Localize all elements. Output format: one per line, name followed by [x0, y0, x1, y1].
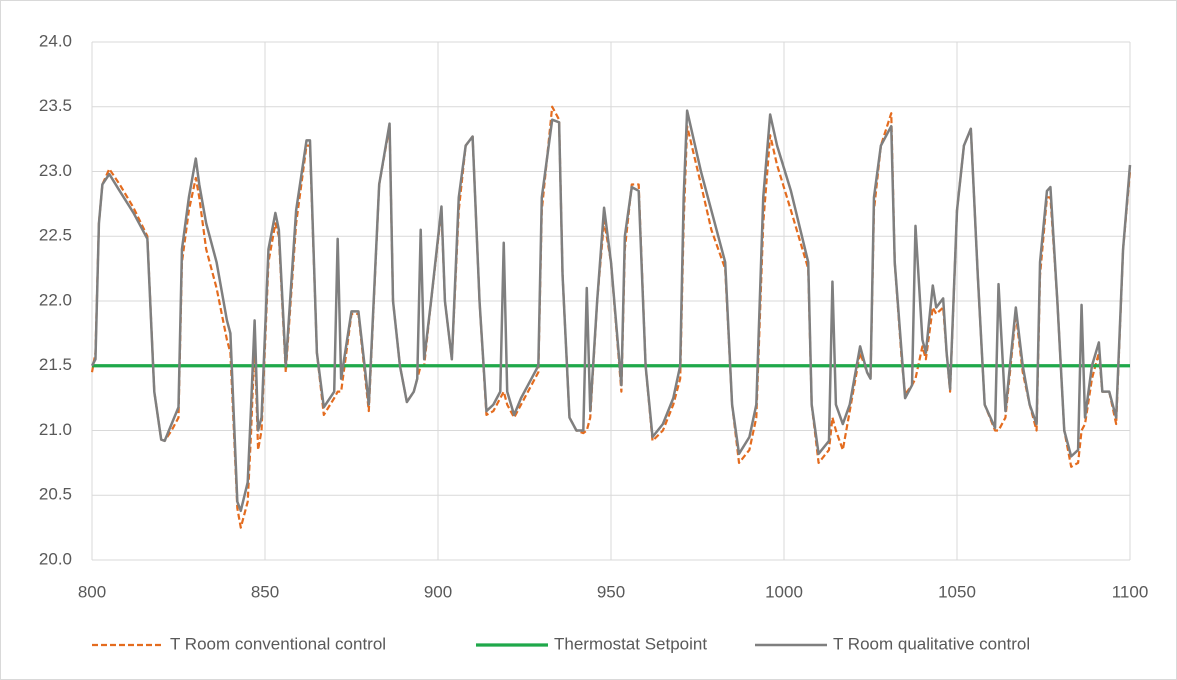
y-tick-label: 21.0 [39, 420, 72, 439]
y-tick-label: 20.5 [39, 485, 72, 504]
x-tick-label: 1100 [1112, 582, 1149, 601]
legend-label: T Room conventional control [170, 634, 386, 653]
y-tick-label: 20.0 [39, 549, 72, 568]
x-tick-label: 1000 [765, 582, 803, 601]
x-tick-label: 800 [78, 582, 106, 601]
y-tick-label: 24.0 [39, 31, 72, 50]
y-tick-label: 22.0 [39, 290, 72, 309]
legend-label: T Room qualitative control [833, 634, 1030, 653]
y-tick-label: 21.5 [39, 355, 72, 374]
x-tick-label: 850 [251, 582, 279, 601]
x-tick-label: 950 [597, 582, 625, 601]
x-tick-label: 1050 [938, 582, 976, 601]
x-tick-label: 900 [424, 582, 452, 601]
series-line [90, 109, 1132, 513]
y-tick-label: 23.0 [39, 161, 72, 180]
y-tick-label: 22.5 [39, 226, 72, 245]
y-tick-label: 23.5 [39, 96, 72, 115]
legend-label: Thermostat Setpoint [554, 634, 707, 653]
